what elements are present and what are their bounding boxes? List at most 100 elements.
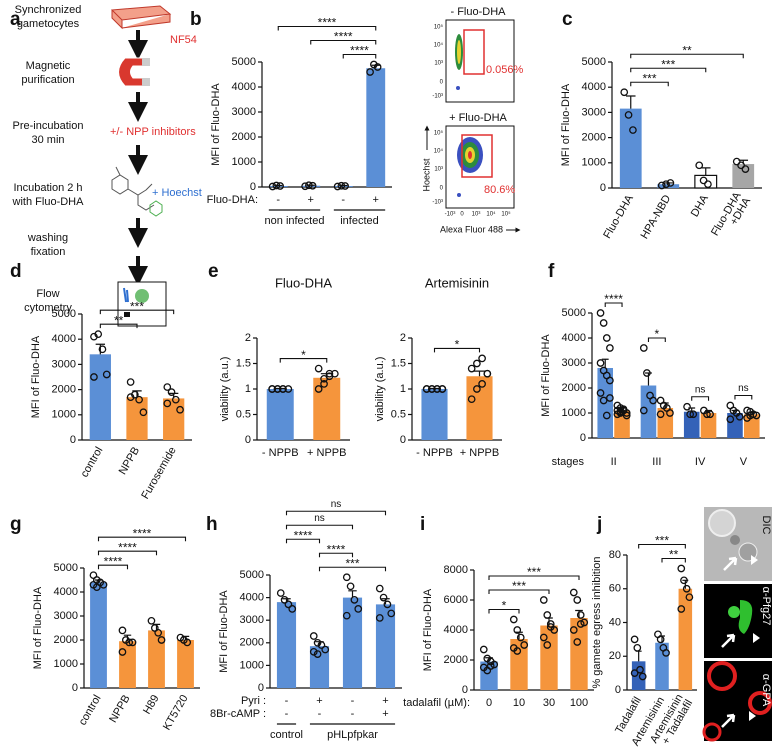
chart-title: Artemisinin	[425, 275, 489, 290]
stain-label: + Hoechst	[152, 187, 202, 199]
significance-label: ns	[738, 383, 749, 394]
flow-y-ticks: 10⁵ 10⁴ 10³ 0 -10³ 10⁵ 10⁴ 10³ 0 -10³ -1…	[432, 24, 511, 218]
data-point	[98, 345, 107, 354]
y-axis-label: viability (a.u.)	[219, 357, 231, 422]
image-label: α-GPA	[760, 674, 772, 707]
significance-bracket	[488, 575, 580, 580]
panel-letter: i	[420, 514, 425, 535]
data-point	[689, 410, 698, 419]
data-point	[657, 181, 666, 190]
image-label: DIC	[760, 516, 772, 535]
significance-bracket	[310, 39, 377, 45]
significance-label: *	[301, 348, 306, 362]
data-point	[268, 385, 277, 393]
data-point	[125, 638, 134, 647]
data-point	[569, 588, 578, 597]
error-bar	[601, 358, 609, 368]
bar	[375, 604, 396, 688]
data-point	[102, 370, 111, 379]
y-tick-label: 1000	[52, 409, 76, 421]
data-point	[288, 605, 297, 613]
data-point	[126, 378, 135, 386]
step-label: Synchronized	[15, 4, 82, 16]
significance-label: ****	[318, 16, 337, 30]
x-tick-label: control	[77, 693, 104, 728]
significance-bracket	[604, 302, 623, 307]
step-label: gametocytes	[17, 18, 80, 30]
data-point	[638, 672, 647, 681]
y-tick-label: 1000	[240, 659, 264, 671]
x-tick-label: HPA-NBD	[639, 193, 674, 241]
data-point	[126, 393, 135, 402]
significance-bracket	[285, 510, 387, 516]
data-point	[680, 576, 688, 585]
bar	[655, 642, 669, 690]
arrowhead	[751, 555, 758, 565]
data-point	[620, 88, 629, 97]
data-point	[576, 620, 585, 628]
data-point	[135, 395, 143, 404]
data-point	[639, 344, 648, 352]
data-point	[314, 364, 323, 373]
y-tick-label: 3000	[582, 106, 606, 118]
y-tick-label: 4000	[232, 81, 256, 93]
y-tick-label: 2000	[54, 634, 78, 646]
data-point	[513, 626, 522, 634]
event-density	[468, 151, 472, 159]
y-tick-label: 60	[609, 583, 621, 595]
data-point	[320, 380, 328, 388]
row-value: -	[276, 194, 280, 206]
data-point	[118, 626, 127, 635]
data-point	[325, 369, 334, 378]
y-tick-label: 2000	[232, 131, 256, 143]
data-point	[569, 626, 578, 634]
bar	[119, 641, 136, 688]
significance-label: ****	[118, 540, 137, 554]
step-label: Magnetic	[26, 60, 71, 72]
data-point	[662, 649, 670, 657]
row-label: Pyri :	[241, 695, 266, 707]
row-value: 10	[513, 697, 525, 709]
data-point	[656, 410, 665, 419]
data-point	[662, 180, 670, 189]
magnet-pole	[142, 58, 150, 66]
panel-letter: j	[596, 514, 602, 535]
event-density	[456, 86, 460, 90]
data-point	[313, 638, 322, 647]
data-point	[128, 638, 137, 647]
y-tick-label: 2000	[52, 384, 76, 396]
y-tick-label: 0.5	[391, 408, 406, 420]
data-point	[735, 412, 744, 421]
bar	[366, 68, 386, 187]
data-point	[176, 405, 184, 414]
error-bar	[635, 650, 642, 662]
panel-letter: a	[10, 9, 21, 30]
x-tick-label: V	[740, 456, 748, 468]
step-label: fixation	[31, 246, 66, 258]
significance-bracket	[342, 53, 377, 59]
row-value: 30	[543, 697, 555, 709]
data-point	[157, 636, 166, 644]
data-point	[268, 182, 277, 191]
y-axis-label: MFI of Fluo-DHA	[540, 334, 552, 417]
data-point	[342, 573, 351, 582]
plot-title: - Fluo-DHA	[450, 6, 506, 18]
bar	[313, 377, 341, 440]
step-label: 30 min	[31, 134, 64, 146]
bar	[163, 398, 185, 440]
flow-plot-icon	[117, 281, 167, 327]
significance-bracket	[318, 566, 387, 572]
fluorophore	[149, 200, 163, 217]
panel-letter: b	[190, 9, 202, 30]
data-point	[599, 396, 608, 405]
data-point	[630, 669, 639, 677]
significance-label: ****	[604, 292, 623, 306]
y-tick-label: 5000	[562, 307, 586, 319]
bar	[276, 602, 297, 688]
step-label: purification	[21, 74, 74, 86]
significance-bracket	[285, 524, 354, 530]
group-label: control	[270, 729, 303, 741]
y-tick-label: 1000	[582, 157, 606, 169]
data-point	[616, 409, 625, 417]
significance-bracket	[647, 337, 666, 342]
